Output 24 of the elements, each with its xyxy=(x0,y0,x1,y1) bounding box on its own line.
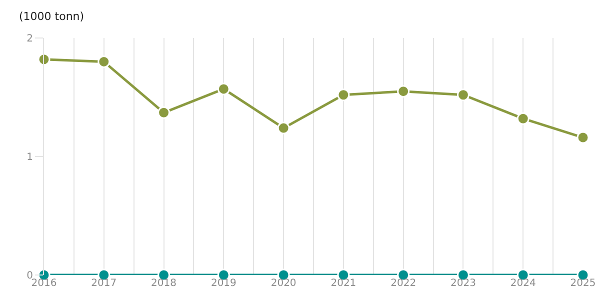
x-tick-label: 2018 xyxy=(151,278,177,289)
y-axis-title: (1000 tonn) xyxy=(19,10,84,23)
point xyxy=(576,131,590,144)
x-tick-label: 2022 xyxy=(390,278,416,289)
x-tick-label: 2021 xyxy=(330,278,356,289)
x-tick-label: 2019 xyxy=(210,278,236,289)
point xyxy=(337,88,350,102)
point xyxy=(38,53,50,66)
x-tick-label: 2016 xyxy=(31,278,57,289)
point xyxy=(456,88,470,102)
point xyxy=(397,85,410,98)
x-tick-label: 2020 xyxy=(270,278,296,289)
y-tick-label: 1 xyxy=(26,152,33,163)
x-tick-label: 2017 xyxy=(91,278,117,289)
x-tick-label: 2025 xyxy=(570,278,596,289)
point xyxy=(516,112,530,125)
x-tick-label: 2024 xyxy=(510,278,536,289)
x-tick-label: 2023 xyxy=(450,278,476,289)
point xyxy=(217,82,230,96)
y-tick-label: 0 xyxy=(26,270,33,282)
point xyxy=(98,55,110,68)
point xyxy=(277,122,290,134)
y-tick-label: 2 xyxy=(26,34,33,44)
point xyxy=(158,106,170,119)
